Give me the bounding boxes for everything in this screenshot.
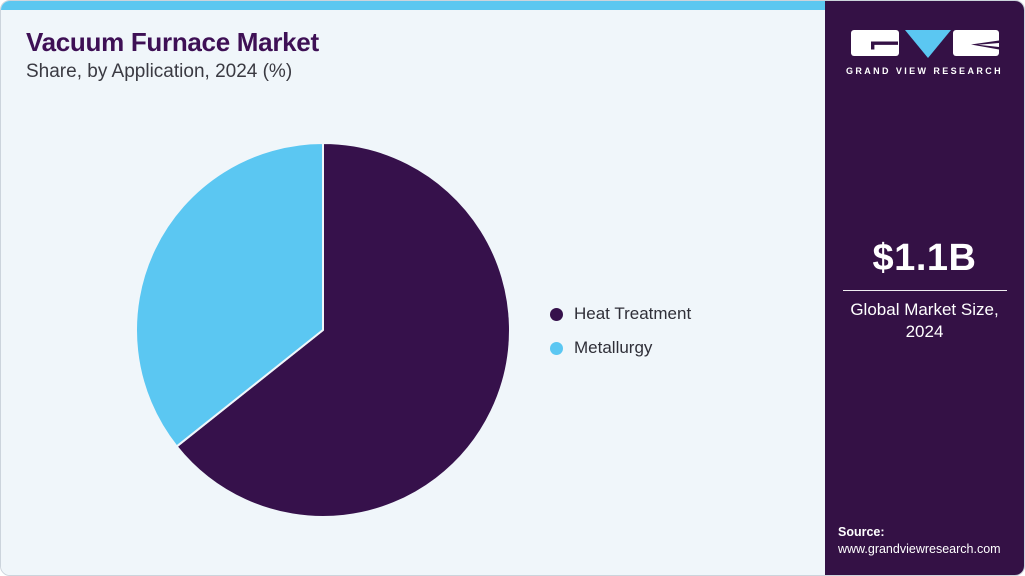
legend-item: Metallurgy [550, 338, 691, 358]
pie-slice-metallurgy [135, 142, 324, 448]
legend-label: Heat Treatment [574, 304, 692, 323]
sidebar: GRAND VIEW RESEARCH $1.1B Global Market … [825, 1, 1024, 575]
source-label: Source: [838, 525, 885, 540]
source-block: Source: www.grandviewresearch.com [838, 524, 1001, 558]
market-size-label: Global Market Size, 2024 [850, 300, 999, 342]
legend: Heat Treatment Metallurgy [550, 304, 691, 358]
market-size-stat: $1.1B Global Market Size, 2024 [825, 237, 1024, 343]
legend-item: Heat Treatment [550, 304, 691, 324]
gvr-logo-icon [850, 30, 999, 58]
pie-chart [134, 141, 512, 519]
source-url-link[interactable]: www.grandviewresearch.com [838, 542, 1001, 557]
stat-divider [842, 290, 1007, 291]
brand-logo: GRAND VIEW RESEARCH [825, 28, 1024, 76]
top-accent-bar [1, 1, 825, 10]
market-size-value: $1.1B [872, 237, 977, 279]
chart-area: Vacuum Furnace Market Share, by Applicat… [1, 1, 825, 575]
page-subtitle: Share, by Application, 2024 (%) [26, 61, 293, 82]
brand-name: GRAND VIEW RESEARCH [845, 66, 1004, 76]
legend-label: Metallurgy [574, 338, 653, 357]
page-title: Vacuum Furnace Market [26, 27, 319, 57]
legend-swatch-icon [550, 341, 563, 355]
pie-slice-heat-treatment [175, 142, 511, 518]
legend-swatch-icon [550, 307, 563, 321]
pie-chart-svg [135, 142, 511, 518]
